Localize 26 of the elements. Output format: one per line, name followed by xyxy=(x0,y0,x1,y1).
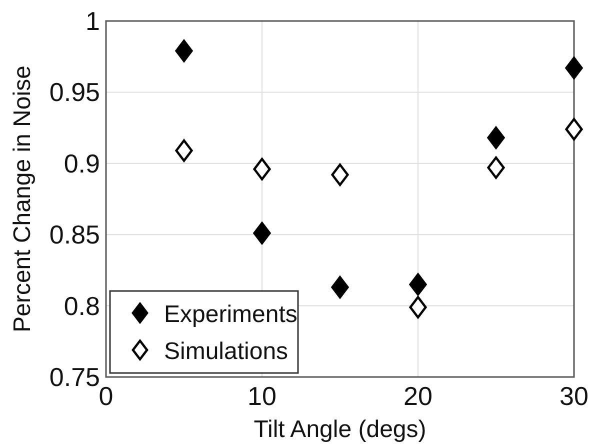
point xyxy=(565,56,583,80)
x-tick-label: 20 xyxy=(404,381,432,411)
point xyxy=(565,118,583,140)
point xyxy=(253,222,271,244)
legend-label: Experiments xyxy=(164,301,298,328)
y-tick-label: 0.8 xyxy=(64,290,100,321)
x-tick-label: 10 xyxy=(248,381,276,411)
point xyxy=(331,164,349,186)
point xyxy=(409,273,427,296)
point xyxy=(331,276,349,298)
y-tick-label: 0.75 xyxy=(49,362,100,392)
legend-label: Simulations xyxy=(164,338,288,365)
point xyxy=(487,126,505,149)
x-axis-title: Tilt Angle (degs) xyxy=(254,416,426,443)
y-tick-label: 0.85 xyxy=(49,220,100,250)
point xyxy=(175,40,193,62)
x-tick-label: 0 xyxy=(98,381,114,411)
y-tick-label: 0.9 xyxy=(64,148,100,178)
x-tick-label: 30 xyxy=(560,381,588,411)
point xyxy=(253,158,271,180)
point xyxy=(175,139,193,162)
point xyxy=(487,156,505,179)
y-tick-label: 1 xyxy=(86,6,100,36)
y-axis-title: Percent Change in Noise xyxy=(9,66,36,332)
y-tick-label: 0.95 xyxy=(49,77,100,108)
point xyxy=(409,296,427,318)
